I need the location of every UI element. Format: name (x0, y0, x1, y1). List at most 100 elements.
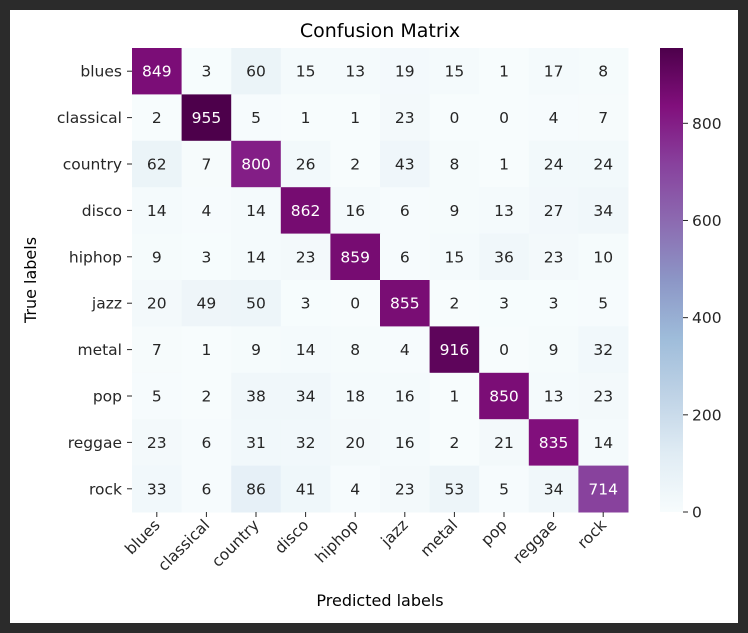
heatmap-cell (479, 48, 530, 95)
cell-value-label: 23 (593, 388, 613, 406)
heatmap-cell (231, 94, 282, 142)
cell-value-label: 9 (251, 341, 261, 359)
cell-value-label: 13 (544, 388, 564, 406)
heatmap-cell (132, 280, 183, 327)
heatmap-cell (578, 48, 629, 95)
heatmap-cell (429, 94, 480, 142)
cell-value-label: 1 (499, 156, 509, 174)
heatmap-cell (330, 465, 381, 513)
colorbar-tick-label: 800 (692, 115, 722, 133)
heatmap-cell (578, 140, 629, 188)
heatmap-cell (528, 94, 579, 142)
heatmap-cell (528, 48, 579, 95)
x-tick-label: classical (154, 516, 213, 575)
heatmap-cell (429, 326, 480, 374)
heatmap-cell (578, 419, 629, 467)
cell-value-label: 859 (340, 248, 370, 266)
heatmap-cell (231, 233, 282, 281)
heatmap-cell (231, 48, 282, 95)
heatmap-cell (330, 326, 381, 374)
heatmap-cell (330, 372, 381, 420)
x-tick-label: jazz (377, 516, 412, 551)
heatmap-cell (132, 372, 183, 420)
cell-value-label: 1 (449, 388, 459, 406)
cell-value-label: 3 (201, 63, 211, 81)
confusion-matrix-chart: Confusion Matrix Predicted labels True l… (21, 20, 722, 610)
heatmap-cell (132, 233, 183, 281)
cell-value-label: 8 (598, 63, 608, 81)
cell-value-label: 1 (201, 341, 211, 359)
y-tick-label: rock (89, 480, 122, 498)
cell-value-label: 4 (549, 109, 559, 127)
heatmap-cell (429, 419, 480, 467)
heatmap-cell (479, 372, 530, 420)
colorbar-tick-label: 400 (692, 309, 722, 327)
cell-value-label: 2 (350, 156, 360, 174)
cell-value-label: 0 (350, 295, 360, 313)
heatmap-cell (380, 372, 431, 420)
heatmap-cell (380, 94, 431, 142)
cell-value-label: 3 (549, 295, 559, 313)
heatmap-cell (578, 465, 629, 513)
cell-value-label: 53 (445, 480, 465, 498)
cell-value-label: 6 (201, 480, 211, 498)
heatmap-cell (479, 94, 530, 142)
heatmap-cell (528, 187, 579, 235)
cell-value-label: 955 (192, 109, 222, 127)
heatmap-cell (231, 372, 282, 420)
cell-value-label: 14 (296, 341, 316, 359)
x-tick-label: blues (121, 516, 163, 558)
heatmap-cell (429, 187, 480, 235)
cell-value-label: 2 (449, 295, 459, 313)
heatmap-cell (181, 48, 232, 95)
cell-value-label: 23 (296, 248, 316, 266)
cell-value-label: 714 (588, 480, 618, 498)
heatmap-cell (181, 419, 232, 467)
cell-value-label: 9 (449, 202, 459, 220)
cell-value-label: 86 (246, 480, 266, 498)
heatmap-cell (132, 465, 183, 513)
heatmap-cell (181, 465, 232, 513)
heatmap-cell (429, 48, 480, 95)
heatmap-cell (330, 187, 381, 235)
x-axis-label: Predicted labels (316, 591, 443, 610)
cell-value-label: 41 (296, 480, 316, 498)
cell-value-label: 8 (449, 156, 459, 174)
cell-value-label: 5 (598, 295, 608, 313)
cell-value-label: 19 (395, 63, 415, 81)
heatmap-cell (181, 94, 232, 142)
heatmap-cell (280, 94, 331, 142)
colorbar-gradient (660, 48, 683, 512)
heatmap-cell (330, 280, 381, 327)
cell-value-label: 36 (494, 248, 514, 266)
heatmap-cell (132, 94, 183, 142)
cell-value-label: 32 (593, 341, 613, 359)
heatmap-cell (181, 187, 232, 235)
heatmap-cell (231, 187, 282, 235)
heatmap-cell (479, 233, 530, 281)
cell-value-label: 16 (395, 388, 415, 406)
cell-value-label: 6 (201, 434, 211, 452)
heatmap-cell (181, 372, 232, 420)
heatmap-cell (528, 372, 579, 420)
cell-value-label: 15 (296, 63, 316, 81)
heatmap-cell (479, 326, 530, 374)
heatmap-cell (429, 280, 480, 327)
heatmap-cell (181, 233, 232, 281)
heatmap-cell (231, 419, 282, 467)
heatmap-cell (280, 372, 331, 420)
cell-value-label: 49 (197, 295, 217, 313)
cell-value-label: 34 (544, 480, 564, 498)
cell-value-label: 43 (395, 156, 415, 174)
cell-value-label: 62 (147, 156, 167, 174)
cell-value-label: 916 (440, 341, 470, 359)
heatmap-cell (181, 280, 232, 327)
cell-value-label: 33 (147, 480, 167, 498)
cell-value-label: 1 (301, 109, 311, 127)
cell-value-label: 10 (593, 248, 613, 266)
cell-value-label: 13 (345, 63, 365, 81)
cell-value-label: 800 (241, 156, 271, 174)
heatmap-cell (578, 326, 629, 374)
cell-value-label: 14 (147, 202, 167, 220)
x-tick-label: rock (574, 516, 610, 552)
